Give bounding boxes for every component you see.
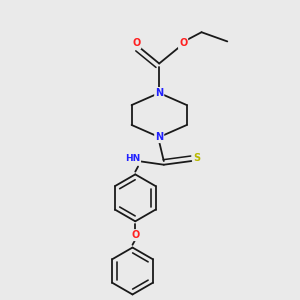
Text: S: S [194, 153, 200, 163]
Text: O: O [132, 38, 140, 48]
Text: N: N [155, 132, 163, 142]
Text: HN: HN [125, 154, 140, 163]
Text: N: N [155, 88, 163, 98]
Text: O: O [131, 230, 140, 240]
Text: O: O [179, 38, 187, 48]
